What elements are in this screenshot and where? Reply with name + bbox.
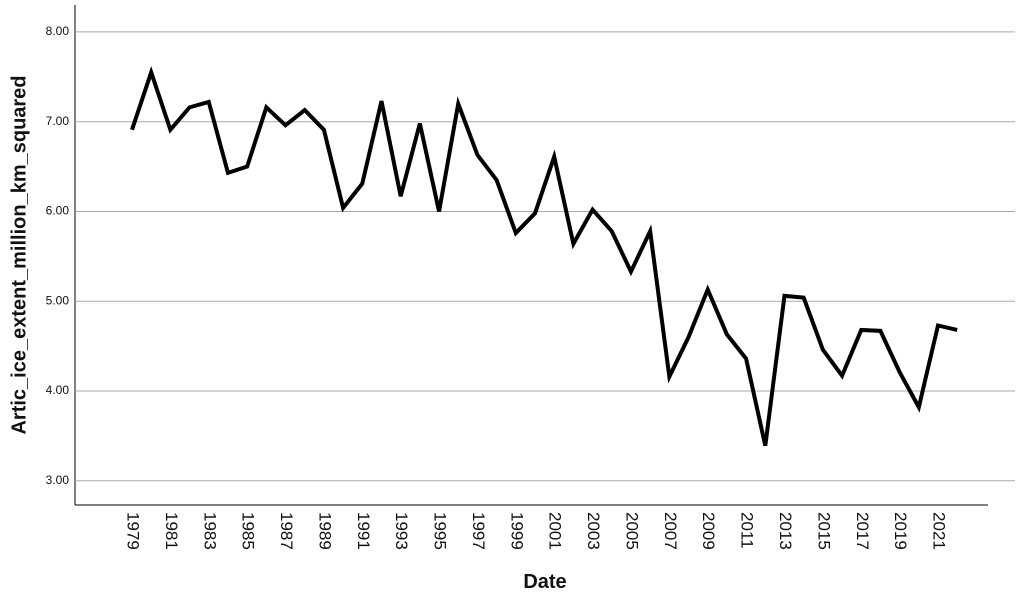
x-tick-label: 2005 [622,512,641,550]
y-tick-label: 6.00 [46,204,70,218]
x-tick-label: 1981 [162,512,181,550]
x-tick-label: 2001 [546,512,565,550]
x-tick-label: 2009 [699,512,718,550]
x-tick-label: 1983 [200,512,219,550]
x-tick-label: 1993 [392,512,411,550]
x-tick-label: 1995 [431,512,450,550]
x-tick-label: 2013 [776,512,795,550]
x-tick-label: 1991 [354,512,373,550]
x-tick-label: 2007 [661,512,680,550]
y-tick-label: 3.00 [46,473,70,487]
y-tick-label: 7.00 [46,114,70,128]
x-tick-label: 2019 [891,512,910,550]
x-tick-label: 1997 [469,512,488,550]
x-tick-label: 2017 [853,512,872,550]
x-tick-label: 1999 [507,512,526,550]
x-tick-label: 2015 [814,512,833,550]
x-axis-title: Date [523,571,566,593]
x-tick-label: 1979 [124,512,143,550]
y-axis-title: Artic_ice_extent_million_km_squared [8,75,30,434]
x-tick-label: 2011 [738,512,757,549]
x-tick-label: 2021 [930,512,949,550]
y-tick-label: 4.00 [46,383,70,397]
x-tick-label: 2003 [584,512,603,550]
x-tick-label: 1987 [277,512,296,550]
y-tick-label: 8.00 [46,24,70,38]
line [130,66,958,447]
y-tick-label: 5.00 [46,293,70,307]
x-tick-label: 1985 [239,512,258,550]
x-tick-label: 1989 [315,512,334,550]
